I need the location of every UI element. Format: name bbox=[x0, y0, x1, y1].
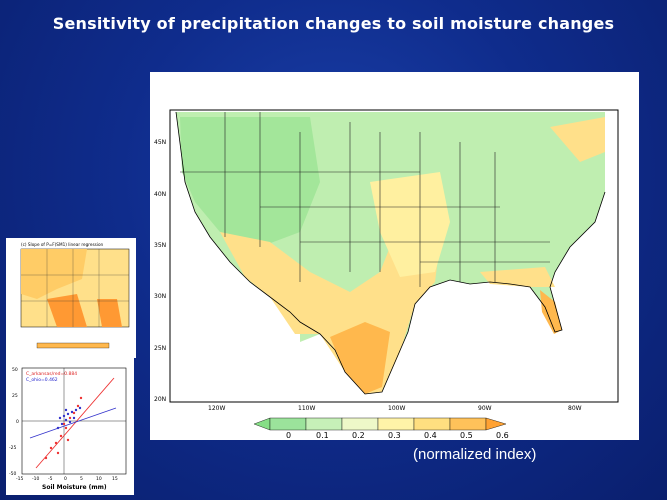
scatter-x-tick: 10 bbox=[96, 476, 102, 482]
thumbnail-map-graphic: (c) Slope of P=F(SM1) linear regression bbox=[20, 242, 130, 349]
state-borders bbox=[180, 112, 550, 287]
scatter-x-tick: -15 bbox=[16, 476, 23, 482]
colorbar-label: 0 bbox=[286, 431, 291, 440]
thumbnail-colorbar bbox=[36, 342, 110, 349]
scatter-legend-ohio: C_ohio=0.462 bbox=[26, 377, 58, 383]
scatter-x-tick: -5 bbox=[48, 476, 53, 482]
main-map: 45N 40N 35N 30N 25N 20N 120W 110W 100W 9… bbox=[154, 109, 619, 440]
scatter-y-tick: 25 bbox=[12, 393, 18, 399]
blue-points bbox=[56, 406, 82, 430]
red-points bbox=[44, 396, 83, 460]
scatter-y-tick: 50 bbox=[12, 367, 18, 373]
lon-label: 100W bbox=[388, 405, 405, 412]
thumbnail-map: (c) Slope of P=F(SM1) linear regression bbox=[6, 238, 136, 358]
lat-label: 40N bbox=[154, 191, 166, 198]
thumbnail-map-title: (c) Slope of P=F(SM1) linear regression bbox=[21, 242, 104, 247]
lon-label: 90W bbox=[478, 405, 492, 412]
colorbar-label: 0.5 bbox=[460, 431, 473, 440]
orange-region-mexico bbox=[330, 322, 390, 394]
thumbnail-scatter-graphic: C_arkansas/red=0.884 C_ohio=0.462 50 25 … bbox=[9, 367, 127, 491]
colorbar-label: 0.3 bbox=[388, 431, 401, 440]
lon-label: 80W bbox=[568, 405, 582, 412]
scatter-x-tick: 0 bbox=[64, 476, 67, 482]
lat-label: 45N bbox=[154, 139, 166, 146]
thumbnail-scatter: C_arkansas/red=0.884 C_ohio=0.462 50 25 … bbox=[6, 358, 134, 495]
colorbar-label: 0.6 bbox=[496, 431, 509, 440]
lat-label: 20N bbox=[154, 396, 166, 403]
green-region-west bbox=[180, 117, 320, 247]
scatter-x-tick: 15 bbox=[112, 476, 118, 482]
colorbar-label: 0.2 bbox=[352, 431, 365, 440]
lat-label: 35N bbox=[154, 242, 166, 249]
lon-label: 110W bbox=[298, 405, 315, 412]
colorbar bbox=[253, 417, 507, 431]
regression-line-red bbox=[35, 377, 115, 469]
regression-line-blue bbox=[29, 407, 117, 439]
lon-label: 120W bbox=[208, 405, 225, 412]
scatter-y-tick: -25 bbox=[9, 445, 16, 451]
yellow-region-southeast bbox=[480, 267, 555, 287]
scatter-x-tick: -10 bbox=[32, 476, 39, 482]
lat-label: 30N bbox=[154, 293, 166, 300]
orange-region-florida bbox=[540, 290, 562, 334]
scatter-legend-arkansas: C_arkansas/red=0.884 bbox=[26, 371, 77, 377]
scatter-xlabel: Soil Moisture (mm) bbox=[42, 484, 107, 491]
slide-title: Sensitivity of precipitation changes to … bbox=[52, 14, 615, 33]
scatter-y-tick: 0 bbox=[16, 419, 19, 425]
scatter-x-tick: 5 bbox=[80, 476, 83, 482]
yellow-region-northeast bbox=[550, 117, 605, 162]
lat-label: 25N bbox=[154, 345, 166, 352]
colorbar-label: 0.1 bbox=[316, 431, 329, 440]
caption-normalized-index: (normalized index) bbox=[413, 446, 537, 463]
colorbar-label: 0.4 bbox=[424, 431, 437, 440]
main-map-panel: 45N 40N 35N 30N 25N 20N 120W 110W 100W 9… bbox=[150, 72, 639, 440]
scatter-y-tick: -50 bbox=[9, 471, 16, 477]
yellow-region-plains bbox=[370, 172, 450, 277]
coastline bbox=[175, 111, 606, 395]
